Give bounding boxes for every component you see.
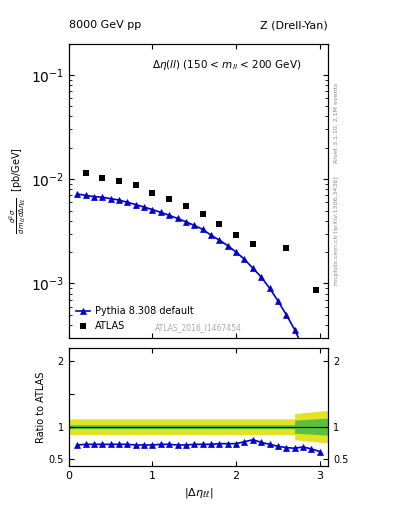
Pythia 8.308 default <box>192 222 196 228</box>
Pythia 8.308 default <box>175 216 180 222</box>
Pythia 8.308 default <box>292 327 297 333</box>
Line: Pythia 8.308 default: Pythia 8.308 default <box>74 191 323 395</box>
ATLAS <box>284 245 289 251</box>
Pythia 8.308 default <box>108 196 113 202</box>
ATLAS <box>200 211 205 218</box>
X-axis label: $|\Delta\eta_{\ell\ell}|$: $|\Delta\eta_{\ell\ell}|$ <box>184 486 213 500</box>
ATLAS <box>150 190 155 197</box>
ATLAS <box>117 178 121 184</box>
ATLAS <box>133 182 138 188</box>
Pythia 8.308 default <box>125 199 130 205</box>
Pythia 8.308 default <box>158 209 163 216</box>
ATLAS <box>217 221 222 227</box>
Pythia 8.308 default <box>301 345 305 351</box>
ATLAS <box>184 203 188 209</box>
Pythia 8.308 default <box>275 298 280 304</box>
Pythia 8.308 default <box>217 237 222 243</box>
ATLAS <box>167 196 171 202</box>
Pythia 8.308 default <box>100 194 105 200</box>
Text: ATLAS_2016_I1467454: ATLAS_2016_I1467454 <box>155 323 242 332</box>
Pythia 8.308 default <box>259 274 264 280</box>
Text: mcplots.cern.ch [arXiv:1306.3436]: mcplots.cern.ch [arXiv:1306.3436] <box>334 176 338 285</box>
Pythia 8.308 default <box>142 204 147 210</box>
ATLAS <box>83 170 88 176</box>
Pythia 8.308 default <box>75 191 79 197</box>
ATLAS <box>250 241 255 247</box>
Pythia 8.308 default <box>242 257 247 263</box>
Pythia 8.308 default <box>92 194 96 200</box>
ATLAS <box>313 287 318 293</box>
Line: ATLAS: ATLAS <box>82 169 319 293</box>
Text: $\Delta\eta(\mathit{ll})$ (150 < $m_{\mathit{ll}}$ < 200 GeV): $\Delta\eta(\mathit{ll})$ (150 < $m_{\ma… <box>152 58 301 72</box>
Pythia 8.308 default <box>200 226 205 232</box>
ATLAS <box>100 175 105 181</box>
Pythia 8.308 default <box>167 212 171 219</box>
Pythia 8.308 default <box>184 219 188 225</box>
Pythia 8.308 default <box>267 285 272 291</box>
Pythia 8.308 default <box>133 202 138 208</box>
Y-axis label: $\frac{d^2\sigma}{d\,m_{\ell\ell}\,d\Delta\eta_{\ell\ell}}$  [pb/GeV]: $\frac{d^2\sigma}{d\,m_{\ell\ell}\,d\Del… <box>7 147 28 234</box>
Text: 8000 GeV pp: 8000 GeV pp <box>69 20 141 30</box>
Pythia 8.308 default <box>117 197 121 203</box>
Pythia 8.308 default <box>234 249 239 255</box>
Pythia 8.308 default <box>150 206 155 212</box>
Pythia 8.308 default <box>209 232 213 238</box>
Pythia 8.308 default <box>83 192 88 198</box>
Pythia 8.308 default <box>226 243 230 249</box>
ATLAS <box>234 232 239 238</box>
Legend: Pythia 8.308 default, ATLAS: Pythia 8.308 default, ATLAS <box>73 304 196 333</box>
Y-axis label: Ratio to ATLAS: Ratio to ATLAS <box>36 371 46 443</box>
Text: Rivet 3.1.10, 2.1M events: Rivet 3.1.10, 2.1M events <box>334 83 338 163</box>
Pythia 8.308 default <box>309 366 314 372</box>
Pythia 8.308 default <box>250 265 255 271</box>
Pythia 8.308 default <box>284 312 289 318</box>
Pythia 8.308 default <box>318 389 322 395</box>
Text: Z (Drell-Yan): Z (Drell-Yan) <box>261 20 328 30</box>
